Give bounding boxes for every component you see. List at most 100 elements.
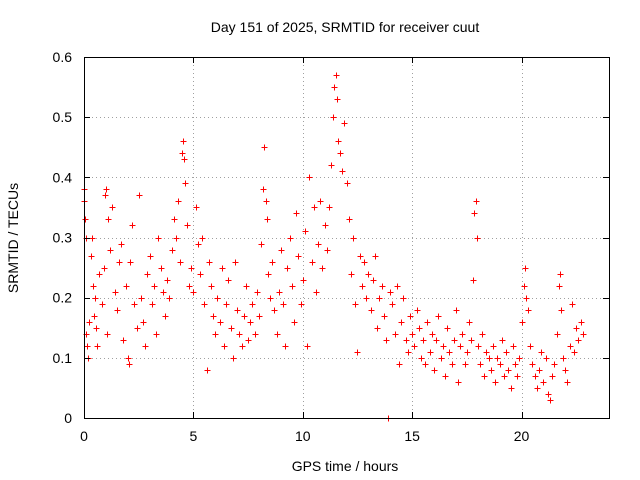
data-point	[451, 337, 458, 344]
x-tick-label: 0	[80, 428, 88, 444]
data-point	[319, 265, 326, 272]
data-point	[166, 295, 173, 302]
data-point	[481, 373, 488, 380]
data-point	[403, 337, 410, 344]
y-tick-label: 0.3	[53, 230, 73, 246]
data-point	[527, 343, 534, 350]
data-point	[160, 289, 167, 296]
data-point	[184, 222, 191, 229]
data-point	[300, 277, 307, 284]
data-point	[540, 379, 547, 386]
data-point	[522, 265, 529, 272]
data-point	[225, 277, 232, 284]
data-point	[173, 235, 180, 242]
y-tick-label: 0	[64, 410, 72, 426]
data-point	[276, 289, 283, 296]
data-point	[304, 343, 311, 350]
data-point	[446, 349, 453, 356]
data-point	[109, 204, 116, 211]
data-point	[562, 367, 569, 374]
data-point	[516, 355, 523, 362]
data-point	[249, 301, 256, 308]
data-point	[473, 198, 480, 205]
data-point	[127, 259, 134, 266]
data-point	[186, 283, 193, 290]
data-point	[333, 72, 340, 79]
data-point	[180, 138, 187, 145]
data-point	[284, 265, 291, 272]
data-point	[188, 265, 195, 272]
data-point	[99, 301, 106, 308]
data-point	[280, 301, 287, 308]
data-point	[140, 319, 147, 326]
data-point	[101, 265, 108, 272]
data-point	[505, 367, 512, 374]
data-point	[271, 307, 278, 314]
data-point	[519, 319, 526, 326]
data-point	[525, 307, 532, 314]
data-point	[549, 373, 556, 380]
data-point	[94, 343, 101, 350]
data-point	[206, 259, 213, 266]
data-point	[488, 367, 495, 374]
data-point	[210, 313, 217, 320]
data-point	[381, 313, 388, 320]
data-point	[239, 343, 246, 350]
data-point	[204, 367, 211, 374]
data-point	[142, 343, 149, 350]
data-point	[245, 337, 252, 344]
data-point	[564, 379, 571, 386]
data-point	[455, 379, 462, 386]
data-point	[274, 331, 281, 338]
data-point	[88, 253, 95, 260]
data-point	[164, 277, 171, 284]
data-point	[352, 301, 359, 308]
data-point	[383, 337, 390, 344]
data-point	[457, 343, 464, 350]
data-point	[532, 373, 539, 380]
data-point	[411, 343, 418, 350]
data-point	[219, 265, 226, 272]
data-point	[514, 373, 521, 380]
data-point	[116, 259, 123, 266]
data-point	[396, 361, 403, 368]
data-point	[464, 349, 471, 356]
data-point	[427, 349, 434, 356]
data-point	[440, 343, 447, 350]
data-point	[158, 265, 165, 272]
data-point	[195, 241, 202, 248]
data-point	[260, 186, 267, 193]
data-point	[144, 271, 151, 278]
data-point	[567, 343, 574, 350]
data-point	[499, 337, 506, 344]
data-point	[234, 307, 241, 314]
data-point	[407, 313, 414, 320]
data-point	[223, 301, 230, 308]
data-point	[326, 204, 333, 211]
grid-layer	[84, 57, 609, 418]
data-point	[545, 391, 552, 398]
chart-title: Day 151 of 2025, SRMTID for receiver cuu…	[211, 19, 480, 35]
data-point	[433, 337, 440, 344]
data-point	[241, 313, 248, 320]
data-point	[361, 259, 368, 266]
data-point	[84, 343, 91, 350]
data-point	[424, 319, 431, 326]
x-tick-label: 15	[404, 428, 420, 444]
data-point	[291, 319, 298, 326]
data-point	[449, 361, 456, 368]
data-point	[134, 325, 141, 332]
data-point	[278, 247, 285, 254]
data-point	[350, 235, 357, 242]
data-point	[306, 174, 313, 181]
data-point	[311, 204, 318, 211]
data-point	[129, 222, 136, 229]
data-point	[287, 235, 294, 242]
data-point	[398, 319, 405, 326]
data-point	[580, 331, 587, 338]
data-point	[263, 198, 270, 205]
data-point	[269, 259, 276, 266]
data-point	[267, 295, 274, 302]
data-point	[405, 349, 412, 356]
data-point	[420, 337, 427, 344]
